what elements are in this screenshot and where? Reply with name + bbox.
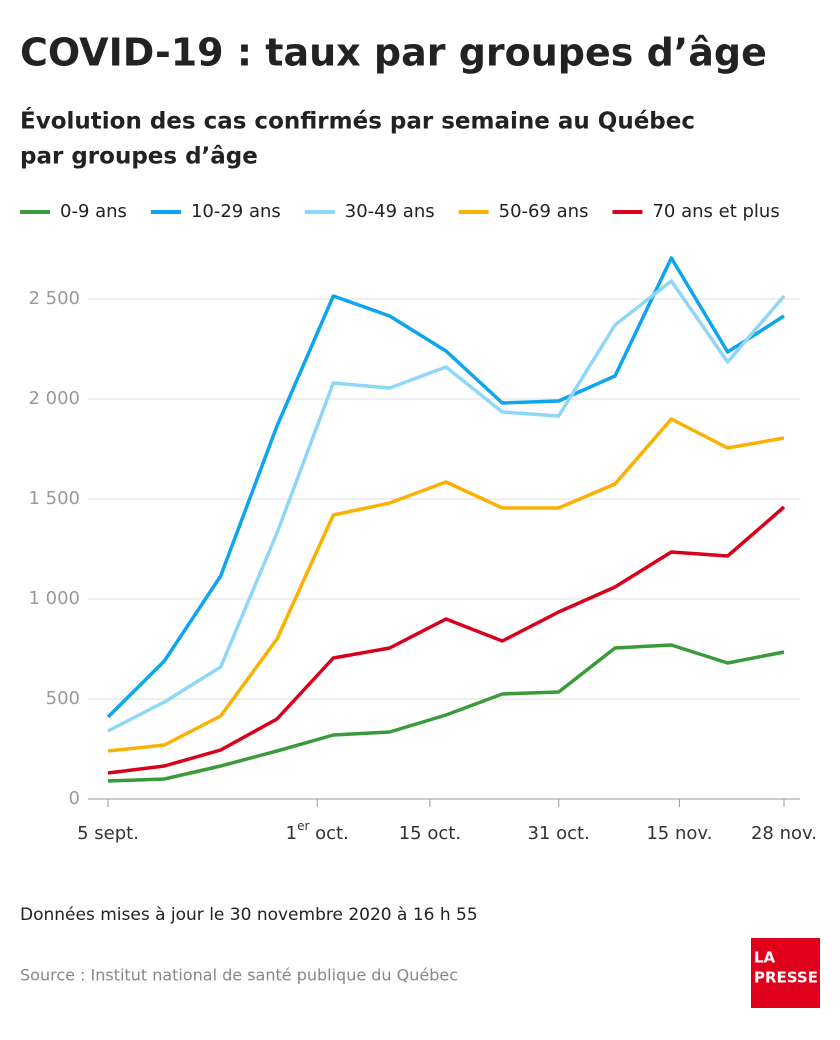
y-tick-label: 1 500 [28, 488, 80, 509]
legend-label: 10-29 ans [191, 201, 281, 222]
y-tick-label: 500 [46, 688, 80, 709]
series-line [107, 505, 786, 775]
chart-subtitle: Évolution des cas confirmés par semaine … [20, 107, 695, 135]
source: Source : Institut national de santé publ… [20, 966, 458, 985]
logo-text: LA [754, 949, 776, 967]
legend-label: 30-49 ans [345, 201, 435, 222]
logo-text: PRESSE [754, 969, 818, 987]
x-tick-label: 31 oct. [528, 823, 590, 844]
chart-subtitle: par groupes d’âge [20, 144, 258, 170]
x-tick-label: 1er oct. [286, 819, 349, 845]
x-tick-label: 5 sept. [77, 823, 139, 844]
series-line [107, 417, 785, 753]
y-tick-label: 0 [69, 788, 80, 809]
x-tick-label: 28 nov. [751, 823, 817, 844]
legend-label: 70 ans et plus [652, 201, 779, 222]
legend-label: 0-9 ans [60, 201, 127, 222]
y-tick-label: 2 000 [28, 388, 80, 409]
x-tick-label: 15 nov. [646, 823, 712, 844]
logo-box [751, 938, 820, 1008]
y-tick-label: 2 500 [28, 288, 80, 309]
series-line [106, 256, 785, 719]
series-line [107, 643, 785, 783]
x-tick-label: 15 oct. [399, 823, 461, 844]
legend-label: 50-69 ans [499, 201, 589, 222]
series-line [107, 279, 786, 733]
chart-title: COVID-19 : taux par groupes d’âge [20, 31, 767, 75]
note: Données mises à jour le 30 novembre 2020… [20, 905, 478, 925]
y-tick-label: 1 000 [28, 588, 80, 609]
